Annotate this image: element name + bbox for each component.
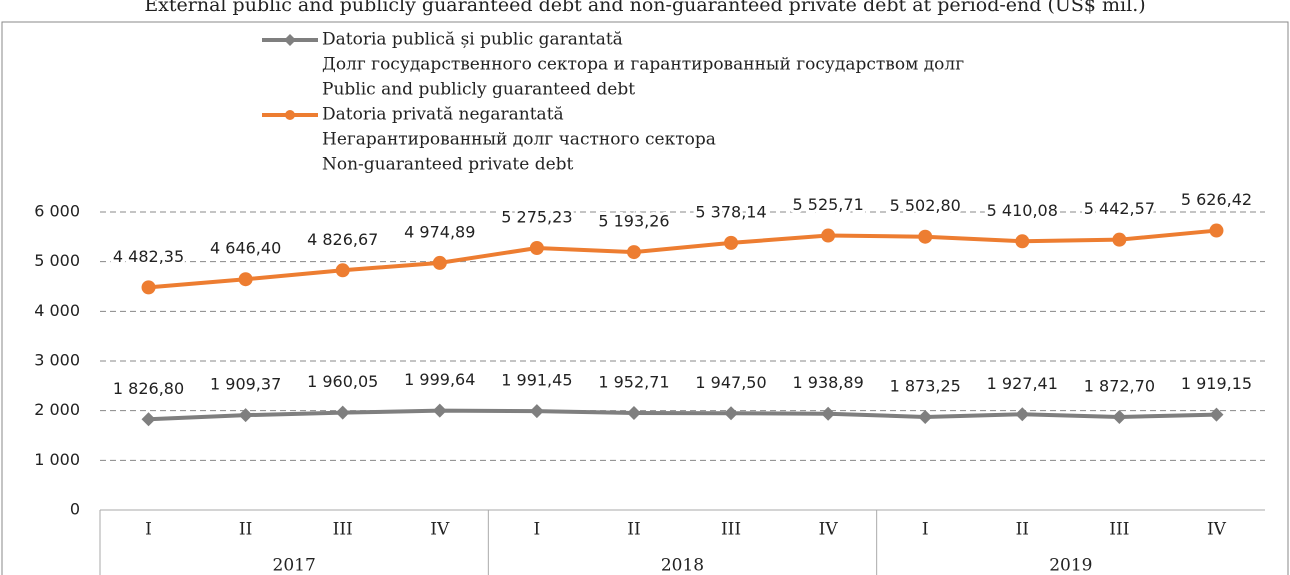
point	[335, 405, 350, 420]
x-tick-label: III	[333, 520, 353, 540]
legend-label: Долг государственного сектора и гарантир…	[322, 55, 964, 75]
x-tick-label: II	[1016, 520, 1029, 540]
y-tick-label: 1 000	[34, 450, 80, 469]
data-label: 5 410,08	[987, 201, 1058, 220]
legend-label: Datoria publică și public garantată	[322, 30, 623, 50]
point	[432, 255, 447, 270]
data-label: 1 909,37	[210, 375, 281, 394]
y-tick-label: 4 000	[34, 301, 80, 320]
point	[238, 408, 253, 423]
point	[141, 280, 156, 295]
point	[724, 235, 739, 250]
data-label: 5 525,71	[793, 195, 864, 214]
chart-frame	[1, 21, 1289, 575]
x-group-label: 2018	[661, 556, 704, 575]
y-tick-label: 0	[70, 500, 80, 519]
data-label: 5 502,80	[890, 196, 961, 215]
legend-label: Public and publicly guaranteed debt	[322, 80, 635, 100]
data-label: 4 974,89	[404, 222, 475, 241]
data-label: 1 960,05	[307, 372, 378, 391]
point	[821, 406, 836, 421]
point	[918, 229, 933, 244]
point	[1015, 407, 1030, 422]
x-group-label: 2017	[273, 556, 316, 575]
data-label: 5 193,26	[598, 212, 669, 231]
legend-label: Негарантированный долг частного сектора	[322, 130, 716, 150]
data-label: 1 952,71	[598, 373, 669, 392]
x-tick-label: III	[721, 520, 741, 540]
x-tick-label: I	[922, 520, 929, 540]
point	[529, 404, 544, 419]
point	[821, 228, 836, 243]
legend-marker	[284, 34, 296, 46]
data-label: 1 991,45	[501, 371, 572, 390]
x-tick-label: IV	[819, 520, 839, 540]
x-tick-label: IV	[1207, 520, 1227, 540]
data-label: 1 826,80	[113, 379, 184, 398]
data-label: 4 482,35	[113, 247, 184, 266]
data-label: 5 626,42	[1181, 190, 1252, 209]
x-group-label: 2019	[1049, 556, 1092, 575]
data-label: 4 646,40	[210, 239, 281, 258]
point	[626, 245, 641, 260]
data-label: 1 927,41	[987, 374, 1058, 393]
data-label: 1 872,70	[1084, 376, 1155, 395]
data-label: 1 919,15	[1181, 374, 1252, 393]
point	[141, 412, 156, 427]
y-tick-label: 6 000	[34, 202, 80, 221]
data-label: 1 999,64	[404, 370, 475, 389]
point	[1015, 234, 1030, 249]
series-line	[148, 228, 1217, 290]
data-label: 1 947,50	[695, 373, 766, 392]
x-tick-label: I	[145, 520, 152, 540]
data-label: 1 938,89	[793, 373, 864, 392]
legend-label: Datoria privată negarantată	[322, 105, 564, 125]
x-tick-label: II	[627, 520, 640, 540]
series-line	[148, 408, 1217, 422]
point	[1112, 409, 1127, 424]
x-tick-label: IV	[430, 520, 450, 540]
point	[432, 403, 447, 418]
y-tick-label: 5 000	[34, 251, 80, 270]
point	[335, 263, 350, 278]
chart-title: External public and publicly guaranteed …	[144, 0, 1145, 16]
x-tick-label: I	[534, 520, 541, 540]
data-label: 4 826,67	[307, 230, 378, 249]
x-tick-label: II	[239, 520, 252, 540]
point	[529, 240, 544, 255]
x-tick-label: III	[1109, 520, 1129, 540]
data-label: 5 275,23	[501, 207, 572, 226]
point	[1209, 407, 1224, 422]
data-label: 5 442,57	[1084, 199, 1155, 218]
point	[1209, 223, 1224, 238]
data-label: 5 378,14	[695, 202, 766, 221]
point	[1112, 232, 1127, 247]
point	[238, 272, 253, 287]
point	[918, 409, 933, 424]
point	[724, 406, 739, 421]
legend-marker	[285, 110, 295, 120]
data-label: 1 873,25	[890, 376, 961, 395]
legend-label: Non-guaranteed private debt	[322, 155, 574, 175]
y-tick-label: 2 000	[34, 400, 80, 419]
y-tick-label: 3 000	[34, 351, 80, 370]
point	[626, 406, 641, 421]
